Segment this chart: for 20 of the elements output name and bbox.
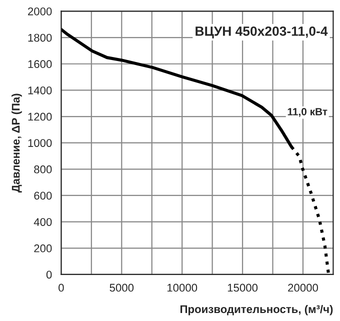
x-tick-label: 0 <box>58 284 64 292</box>
y-tick-label: 1600 <box>28 60 52 68</box>
x-tick-label: 15000 <box>228 284 258 292</box>
y-tick-label: 1800 <box>28 34 52 42</box>
x-tick-label: 20000 <box>288 284 318 292</box>
y-tick-label: 2000 <box>28 8 52 16</box>
y-tick-label: 1000 <box>28 139 52 147</box>
text: ВЦУН 450х203-11,0-4 <box>196 26 328 38</box>
y-tick-label: 1200 <box>28 112 52 121</box>
y-tick-label: 1400 <box>28 86 52 94</box>
y-axis-title: Давление, ΔР (Па) <box>12 94 22 192</box>
y-tick-label: 400 <box>34 218 52 226</box>
x-tick-label: 10000 <box>167 284 198 292</box>
y-tick-label: 0 <box>46 270 52 279</box>
y-tick-label: 200 <box>34 244 52 252</box>
x-tick-label: 5000 <box>110 284 134 292</box>
x-axis-title: Производительность, (м³/ч) <box>180 304 333 316</box>
y-tick-label: 800 <box>34 165 52 174</box>
y-tick-label: 600 <box>34 192 52 200</box>
annotation: 11,0 кВт <box>288 108 328 117</box>
